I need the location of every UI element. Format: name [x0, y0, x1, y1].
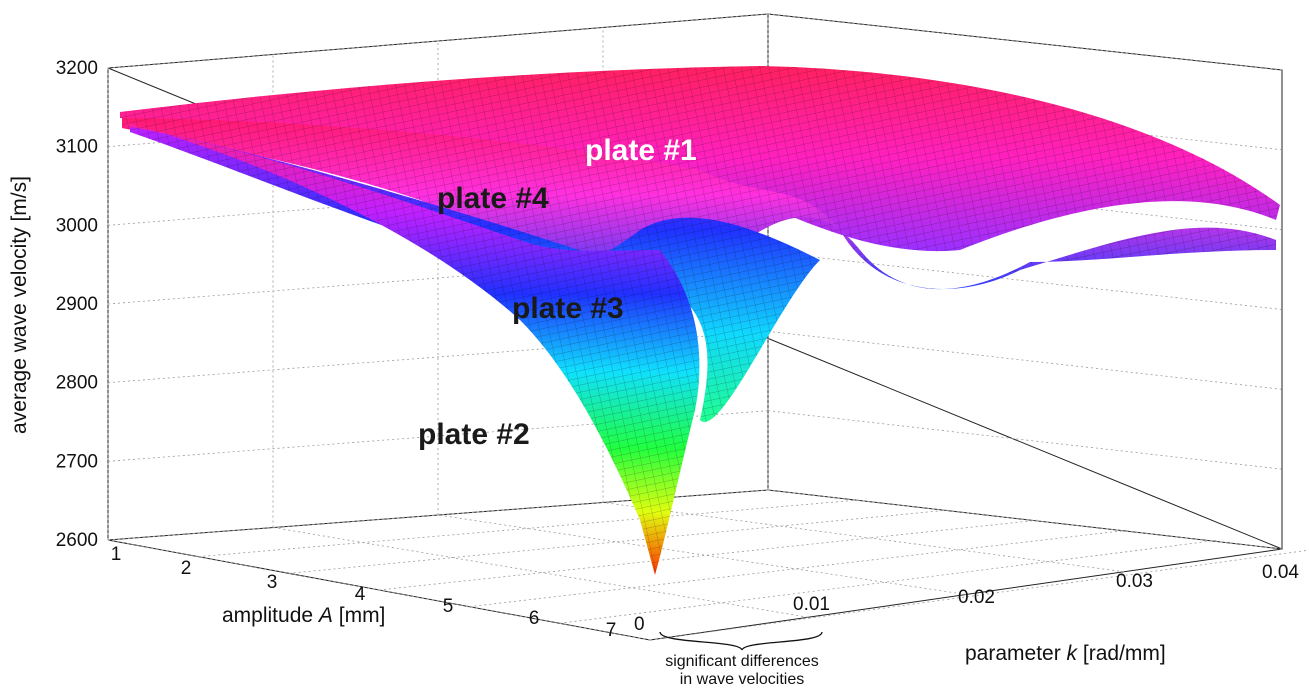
label-plate-3: plate #3 — [512, 292, 624, 325]
surface-plate-3 — [130, 126, 820, 422]
grid-line-x — [198, 499, 859, 558]
label-plate-1: plate #1 — [585, 134, 697, 167]
y-tick-label: 0 — [634, 614, 645, 635]
label-plate-4: plate #4 — [437, 182, 549, 215]
y-axis-label: parameter k [rad/mm] — [965, 642, 1166, 665]
grid-line-y — [107, 539, 651, 641]
z-tick-label: 3000 — [56, 215, 98, 236]
grid-line-x — [559, 539, 1220, 624]
grid-line-z — [767, 330, 1283, 390]
grid-line-x — [649, 549, 1309, 641]
y-tick-label: 0.02 — [958, 587, 995, 608]
x-tick-label: 5 — [443, 596, 454, 617]
z-tick-label: 3100 — [56, 137, 98, 158]
z-tick-label: 3200 — [56, 58, 98, 79]
x-axis-label: amplitude A [mm] — [222, 604, 385, 627]
x-axis-ticks: 1 2 3 4 5 6 7 — [111, 544, 617, 641]
grid-line-x — [288, 509, 949, 574]
grid-line-z — [767, 13, 1283, 71]
x-tick-label: 6 — [529, 608, 540, 629]
z-axis-label: average wave velocity [m/s] — [8, 176, 31, 434]
z-tick-label: 2900 — [56, 294, 98, 315]
label-plate-2: plate #2 — [418, 418, 530, 451]
grid-line-z — [107, 13, 769, 69]
x-tick-label: 1 — [111, 544, 122, 565]
z-tick-label: 2600 — [56, 530, 98, 551]
z-tick-label: 2700 — [56, 451, 98, 472]
grid-line-x — [469, 529, 1130, 608]
grid-line-y — [767, 489, 1283, 550]
x-tick-label: 2 — [181, 558, 192, 579]
grid-line-z — [767, 251, 1283, 310]
x-tick-label: 3 — [267, 572, 278, 593]
surface-plate-4 — [122, 118, 1276, 290]
grid-line-x — [378, 519, 1040, 591]
x-tick-label: 7 — [606, 620, 617, 641]
y-tick-label: 0.01 — [793, 594, 830, 615]
grid-line-y — [602, 502, 1125, 573]
grid-line-y — [272, 527, 809, 618]
surface-plate-1 — [120, 66, 1280, 252]
y-axis-ticks: 0 0.01 0.02 0.03 0.04 — [634, 562, 1299, 635]
annotation-line-2: in wave velocities — [680, 671, 805, 688]
surface-plate-2 — [126, 122, 700, 575]
y-tick-label: 0.04 — [1262, 562, 1299, 583]
grid-line-z — [767, 410, 1283, 470]
annotation-line-1: significant differences — [665, 653, 819, 670]
x-tick-label: 4 — [355, 584, 366, 605]
y-tick-label: 0.03 — [1116, 571, 1153, 592]
z-tick-label: 2800 — [56, 373, 98, 394]
grid-line-y — [437, 514, 967, 595]
z-axis-ticks: 3200 3100 3000 2900 2800 2700 2600 — [56, 58, 98, 551]
brace-icon — [659, 631, 823, 651]
